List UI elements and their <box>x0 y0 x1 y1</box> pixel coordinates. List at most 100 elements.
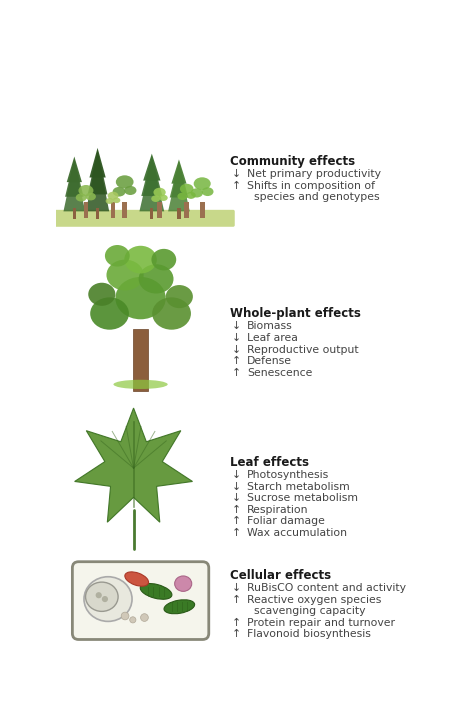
Ellipse shape <box>152 297 190 330</box>
Text: Foliar damage: Foliar damage <box>246 516 324 526</box>
Text: ↓: ↓ <box>231 322 240 331</box>
Text: Whole-plant effects: Whole-plant effects <box>230 307 360 320</box>
Polygon shape <box>86 152 109 211</box>
Text: Net primary productivity: Net primary productivity <box>246 169 380 179</box>
Ellipse shape <box>166 285 193 308</box>
Text: ↓: ↓ <box>231 333 240 343</box>
Text: Protein repair and turnover: Protein repair and turnover <box>246 618 394 628</box>
Text: Reactive oxygen species: Reactive oxygen species <box>246 595 381 604</box>
Text: ↑: ↑ <box>231 516 240 526</box>
Ellipse shape <box>186 192 195 199</box>
Text: Defense: Defense <box>246 356 291 366</box>
Polygon shape <box>67 156 82 182</box>
Ellipse shape <box>174 576 191 591</box>
Ellipse shape <box>113 197 120 203</box>
Ellipse shape <box>201 187 213 196</box>
Bar <box>150 208 153 219</box>
Bar <box>199 202 204 218</box>
Ellipse shape <box>190 188 202 197</box>
Ellipse shape <box>138 264 173 294</box>
Ellipse shape <box>159 194 167 201</box>
Bar <box>73 208 76 219</box>
Text: scavenging capacity: scavenging capacity <box>246 607 365 616</box>
Circle shape <box>121 612 129 620</box>
Ellipse shape <box>113 380 167 389</box>
Polygon shape <box>170 161 188 197</box>
Ellipse shape <box>140 583 171 599</box>
Ellipse shape <box>84 577 132 621</box>
Ellipse shape <box>90 297 129 330</box>
Bar <box>133 329 148 390</box>
Text: ↓: ↓ <box>231 169 240 179</box>
Text: ↑: ↑ <box>231 595 240 604</box>
Text: ↑: ↑ <box>231 618 240 628</box>
Circle shape <box>140 614 148 621</box>
Text: Flavonoid biosynthesis: Flavonoid biosynthesis <box>246 630 370 639</box>
Circle shape <box>129 617 136 623</box>
Text: ↑: ↑ <box>231 630 240 639</box>
FancyBboxPatch shape <box>72 562 208 639</box>
Ellipse shape <box>177 192 187 200</box>
Text: Cellular effects: Cellular effects <box>230 569 330 582</box>
Polygon shape <box>171 159 186 184</box>
Polygon shape <box>139 158 164 211</box>
Ellipse shape <box>164 600 194 614</box>
Bar <box>184 202 189 218</box>
Text: Biomass: Biomass <box>246 322 292 331</box>
Ellipse shape <box>193 177 210 190</box>
Text: ↓: ↓ <box>231 470 240 480</box>
Text: ↓: ↓ <box>231 493 240 503</box>
Text: ↓: ↓ <box>231 482 240 492</box>
Ellipse shape <box>107 192 118 200</box>
Text: Wax accumulation: Wax accumulation <box>246 528 346 538</box>
Text: Starch metabolism: Starch metabolism <box>246 482 349 492</box>
Text: ↓: ↓ <box>231 583 240 593</box>
Ellipse shape <box>105 245 129 267</box>
Polygon shape <box>141 155 162 196</box>
Ellipse shape <box>153 188 166 197</box>
Text: ↑: ↑ <box>231 505 240 515</box>
Text: ↑: ↑ <box>231 528 240 538</box>
Text: ↓: ↓ <box>231 345 240 354</box>
Bar <box>122 202 127 218</box>
Text: Respiration: Respiration <box>246 505 308 515</box>
Ellipse shape <box>124 572 148 586</box>
Polygon shape <box>87 150 107 194</box>
Ellipse shape <box>124 246 156 273</box>
Text: Community effects: Community effects <box>230 155 354 168</box>
Polygon shape <box>65 158 83 197</box>
Text: Photosynthesis: Photosynthesis <box>246 470 328 480</box>
Ellipse shape <box>124 186 136 195</box>
Text: ↑: ↑ <box>231 367 240 377</box>
Polygon shape <box>74 408 192 522</box>
Ellipse shape <box>106 198 113 204</box>
Text: Sucrose metabolism: Sucrose metabolism <box>246 493 357 503</box>
Ellipse shape <box>112 187 125 197</box>
Bar <box>83 202 88 218</box>
Polygon shape <box>63 161 85 211</box>
Bar <box>157 202 161 218</box>
Ellipse shape <box>78 185 93 196</box>
Text: Leaf effects: Leaf effects <box>230 455 308 469</box>
Polygon shape <box>89 147 106 177</box>
Text: RuBisCO content and activity: RuBisCO content and activity <box>246 583 405 593</box>
Bar <box>96 208 99 219</box>
Ellipse shape <box>88 283 115 306</box>
FancyBboxPatch shape <box>53 210 234 227</box>
Ellipse shape <box>106 260 143 291</box>
Ellipse shape <box>151 249 176 270</box>
Text: ↑: ↑ <box>231 356 240 366</box>
Bar <box>110 202 115 218</box>
Ellipse shape <box>115 175 133 189</box>
Text: Leaf area: Leaf area <box>246 333 297 343</box>
Ellipse shape <box>85 193 96 200</box>
Ellipse shape <box>85 582 118 612</box>
Bar <box>177 208 180 219</box>
Polygon shape <box>168 163 189 211</box>
Text: Senescence: Senescence <box>246 367 312 377</box>
Text: Shifts in composition of: Shifts in composition of <box>246 181 374 190</box>
Text: ↑: ↑ <box>231 181 240 190</box>
Text: Reproductive output: Reproductive output <box>246 345 358 354</box>
Ellipse shape <box>151 195 160 202</box>
Ellipse shape <box>115 277 166 320</box>
